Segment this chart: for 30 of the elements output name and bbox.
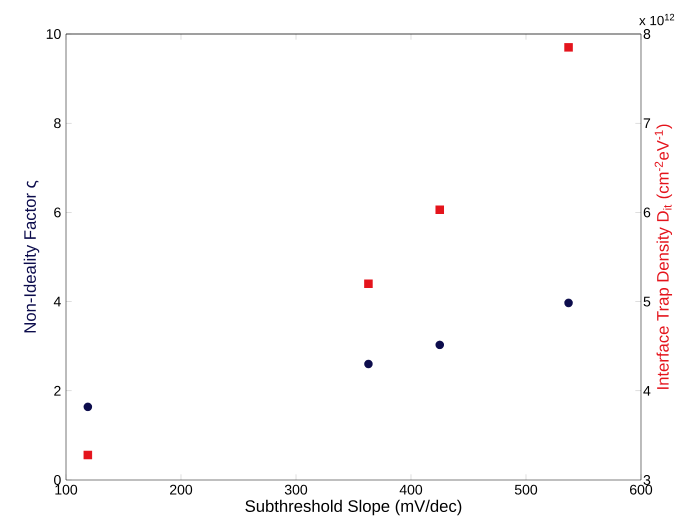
y2-axis-title: Interface Trap Density D$_{it}$ (cm$^{-2}$eV$^{-1}$) — [654, 124, 672, 389]
x-tick-label: 600 — [630, 484, 652, 495]
y2-tick-label: 6 — [644, 207, 650, 218]
y2-tick-label: 4 — [643, 386, 650, 396]
y-tick-label: 2 — [54, 386, 61, 396]
point — [364, 279, 373, 288]
point — [564, 43, 573, 52]
point — [435, 340, 444, 350]
x-tick-label: 100 — [55, 484, 78, 495]
y-axis-title: Non-Ideality Factor ς — [24, 180, 40, 332]
x-tick-label: 400 — [400, 484, 422, 495]
point — [84, 402, 92, 412]
y2-tick-label: 3 — [644, 475, 650, 485]
text: x 10$^{12}$ — [639, 14, 674, 26]
y-tick-label: 0 — [54, 475, 61, 485]
y-tick-label: 8 — [54, 118, 61, 128]
y2-tick-label: 5 — [644, 296, 650, 306]
point — [364, 360, 373, 368]
y-tick-label: 4 — [54, 296, 61, 306]
x-tick-label: 300 — [284, 484, 308, 495]
point — [564, 298, 573, 308]
y-tick-label: 10 — [46, 29, 61, 39]
point — [435, 205, 444, 214]
y2-tick-label: 7 — [644, 118, 650, 128]
x-tick-label: 500 — [514, 484, 538, 495]
x-axis-title: Subthreshold Slope (mV/dec) — [245, 500, 462, 516]
y2-tick-label: 8 — [644, 29, 650, 39]
point — [84, 450, 92, 460]
y-tick-label: 6 — [54, 207, 61, 218]
x-tick-label: 200 — [170, 484, 192, 495]
